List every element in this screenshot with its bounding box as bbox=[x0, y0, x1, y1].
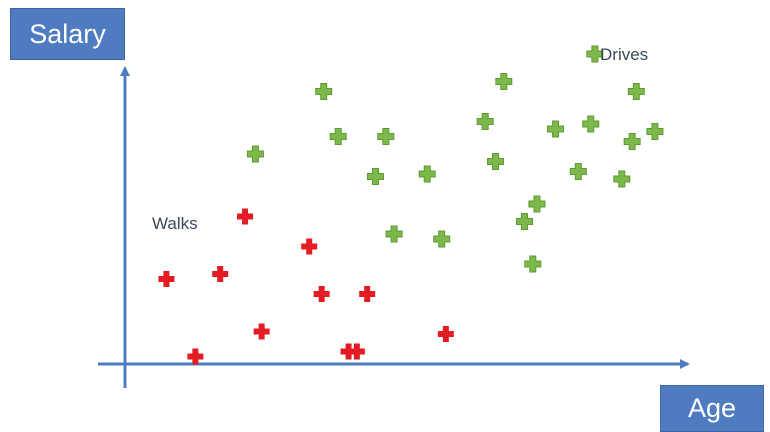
walks-series bbox=[158, 208, 454, 365]
drives-point-3 bbox=[329, 128, 347, 145]
drives-point-22 bbox=[646, 123, 664, 140]
drives-point-11 bbox=[487, 153, 505, 170]
points-layer bbox=[158, 45, 664, 365]
drives-point-18 bbox=[569, 163, 587, 180]
walks-point-8 bbox=[437, 326, 454, 342]
drives-point-19 bbox=[627, 83, 645, 100]
drives-point-6 bbox=[418, 165, 436, 183]
walks-point-3 bbox=[253, 323, 270, 340]
walks-label: Walks bbox=[152, 214, 198, 233]
walks-point-4 bbox=[237, 208, 254, 225]
drives-point-14 bbox=[516, 213, 534, 230]
y-axis-label-box: Salary bbox=[10, 8, 125, 60]
drives-point-8 bbox=[433, 230, 451, 248]
walks-point-5 bbox=[301, 238, 318, 255]
drives-point-1 bbox=[246, 145, 264, 163]
walks-point-9 bbox=[340, 343, 357, 360]
y-axis-label: Salary bbox=[29, 18, 106, 49]
drives-point-10 bbox=[495, 73, 513, 90]
drives-point-12 bbox=[528, 195, 546, 213]
drives-label: Drives bbox=[600, 45, 649, 64]
drives-point-2 bbox=[315, 83, 333, 100]
drives-point-16 bbox=[586, 45, 604, 63]
walks-point-11 bbox=[348, 343, 365, 360]
drives-point-5 bbox=[366, 168, 384, 185]
walks-point-10 bbox=[187, 348, 204, 365]
drives-point-9 bbox=[476, 113, 494, 130]
drives-point-20 bbox=[623, 133, 641, 150]
walks-point-2 bbox=[212, 266, 229, 282]
walks-point-6 bbox=[313, 286, 330, 302]
drives-point-4 bbox=[377, 128, 395, 145]
drives-point-21 bbox=[613, 170, 631, 188]
walks-point-7 bbox=[359, 286, 376, 302]
drives-point-17 bbox=[582, 115, 600, 133]
drives-series bbox=[246, 45, 664, 273]
drives-point-15 bbox=[547, 120, 565, 138]
drives-point-13 bbox=[524, 255, 542, 273]
walks-point-1 bbox=[158, 271, 175, 287]
x-axis-label-box: Age bbox=[660, 385, 764, 432]
drives-point-7 bbox=[385, 225, 403, 243]
x-axis-label: Age bbox=[687, 393, 737, 423]
